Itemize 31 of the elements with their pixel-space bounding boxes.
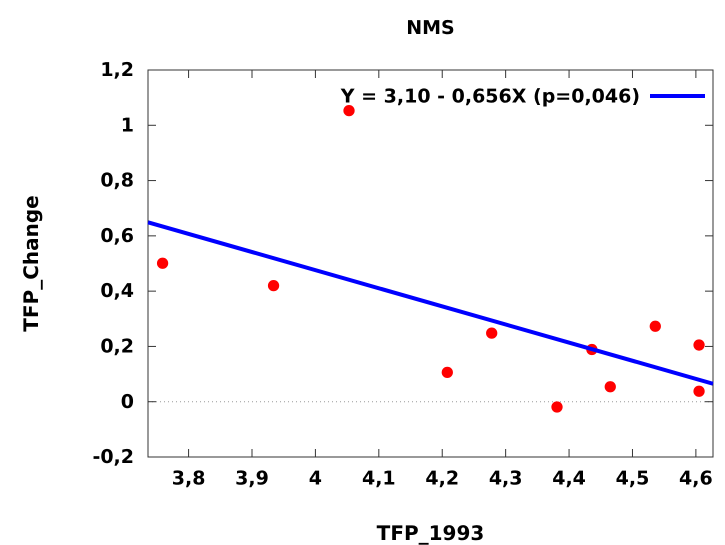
y-tick-label: 1,2 xyxy=(100,59,134,82)
x-tick-label: 4 xyxy=(308,467,322,490)
x-tick-label: 4,1 xyxy=(362,467,396,490)
x-tick-label: 3,9 xyxy=(235,467,269,490)
y-tick-label: 0 xyxy=(120,390,134,413)
x-axis-title: TFP_1993 xyxy=(376,521,484,545)
point xyxy=(442,366,453,378)
legend-label: Y = 3,10 - 0,656X (p=0,046) xyxy=(340,86,640,108)
x-tick-label: 4,4 xyxy=(552,467,586,490)
point xyxy=(693,386,705,397)
point xyxy=(268,280,280,292)
x-tick-label: 4,5 xyxy=(616,467,650,490)
point xyxy=(604,381,616,392)
y-tick-label: 1 xyxy=(120,114,134,136)
x-tick-label: 4,3 xyxy=(488,467,522,490)
x-tick-label: 3,8 xyxy=(172,467,206,490)
x-tick-label: 4,6 xyxy=(679,467,713,490)
point xyxy=(156,258,168,269)
point xyxy=(693,339,705,351)
point xyxy=(343,105,355,116)
point xyxy=(551,401,563,413)
y-axis-title: TFP_Change xyxy=(19,195,43,332)
y-tick-label: 0,4 xyxy=(100,280,134,302)
y-tick-label: 0,8 xyxy=(100,170,134,192)
x-tick-label: 4,2 xyxy=(425,467,460,490)
y-tick-label: 0,2 xyxy=(100,336,134,358)
point xyxy=(486,328,498,339)
y-tick-label: 0,6 xyxy=(100,224,134,247)
point xyxy=(650,320,661,332)
chart-title: NMS xyxy=(406,17,455,39)
y-tick-label: -0,2 xyxy=(92,446,134,468)
